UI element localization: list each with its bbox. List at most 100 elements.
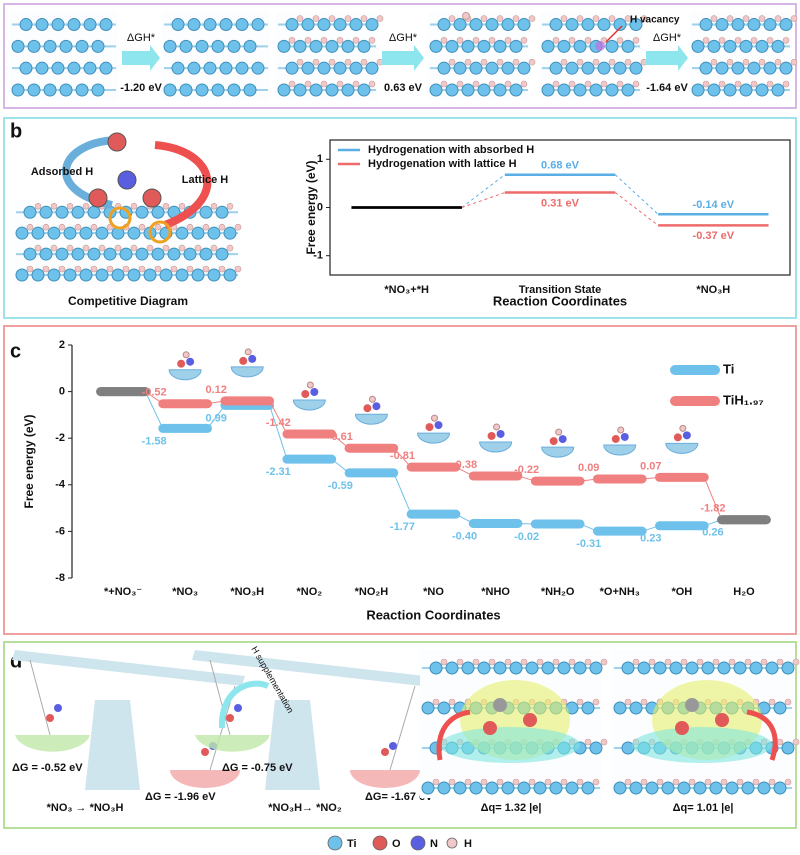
atom [629, 18, 643, 32]
atom [223, 268, 237, 282]
atom [91, 39, 105, 53]
atom [42, 223, 50, 231]
atom [27, 83, 41, 97]
atom [187, 18, 201, 32]
atom [227, 83, 241, 97]
connector [703, 477, 723, 520]
atom [592, 698, 600, 706]
x-tick-label: *NO₃ [172, 586, 198, 598]
atom [167, 247, 181, 261]
atom [99, 18, 113, 32]
atom [565, 61, 579, 75]
atom [42, 265, 50, 273]
atom [790, 15, 798, 22]
atom [243, 83, 257, 97]
atom [67, 18, 81, 32]
atom [555, 428, 563, 436]
atom [309, 83, 323, 97]
atom [119, 247, 133, 261]
atom [765, 661, 779, 675]
atom [560, 778, 568, 786]
atom [448, 58, 456, 66]
atom [592, 58, 600, 66]
atom [755, 83, 769, 97]
atom [581, 781, 595, 795]
atom [288, 37, 296, 44]
atom [186, 223, 194, 231]
atom [781, 661, 795, 675]
atom [317, 18, 331, 32]
caption: *NO₃H→ *NO₂ [268, 802, 342, 814]
atom [376, 15, 384, 22]
atom [621, 661, 635, 675]
atom [504, 658, 512, 666]
connector [269, 405, 288, 460]
atom [277, 39, 291, 53]
atom [645, 781, 659, 795]
atom [592, 778, 600, 786]
atom [600, 738, 608, 746]
atom [117, 170, 137, 190]
atom [341, 39, 355, 53]
structure-thumbnail [168, 369, 202, 381]
atom [632, 658, 640, 666]
cup [170, 770, 240, 788]
atom [328, 58, 336, 66]
energy-label: ΔG = -0.52 eV [12, 762, 83, 774]
atom [71, 205, 85, 219]
atom [163, 83, 177, 97]
atom [589, 741, 603, 755]
atom [91, 83, 105, 97]
atom [509, 83, 523, 97]
atom [581, 18, 595, 32]
panel-label: b [10, 120, 22, 142]
atom [27, 39, 41, 53]
step-label: -1.82 [700, 503, 725, 515]
atom [31, 226, 45, 240]
atom [357, 83, 371, 97]
atom [186, 357, 195, 366]
atom [528, 58, 536, 66]
atom [632, 37, 640, 44]
atom [106, 265, 114, 273]
x-tick-label: *OH [671, 586, 692, 598]
caption: Δq= 1.32 |e| [481, 802, 542, 814]
atom [784, 698, 792, 706]
atom [183, 247, 197, 261]
step-label: -1.77 [390, 521, 415, 533]
atom [640, 15, 648, 22]
atom [248, 354, 257, 363]
atom [763, 61, 777, 75]
legend-swatch [446, 837, 458, 849]
atom [549, 61, 563, 75]
atom [211, 39, 225, 53]
atom [98, 244, 106, 252]
atom [26, 223, 34, 231]
step-label: -0.59 [328, 480, 353, 492]
step-label: -0.52 [142, 387, 167, 399]
atom [227, 39, 241, 53]
atom [445, 83, 459, 97]
balance-beam [192, 650, 425, 686]
panel-frame [3, 325, 797, 635]
atom [576, 58, 584, 66]
atom [589, 83, 603, 97]
string [389, 685, 416, 771]
x-tick-label: *O+NH₃ [600, 586, 640, 598]
legend-label: Ti [723, 361, 734, 376]
legend-label: O [392, 838, 401, 850]
atom [557, 83, 571, 97]
atom [661, 781, 675, 795]
atom [584, 80, 592, 88]
x-tick-label: H₂O [733, 586, 755, 598]
atom [87, 247, 101, 261]
atom [792, 658, 800, 666]
atom [773, 781, 787, 795]
atom [75, 39, 89, 53]
atom [43, 83, 57, 97]
x-tick-label: *NHO [481, 586, 510, 598]
arrow-label: ΔGH* [653, 32, 682, 44]
atom [480, 778, 488, 786]
atom [672, 778, 680, 786]
atom [549, 18, 563, 32]
